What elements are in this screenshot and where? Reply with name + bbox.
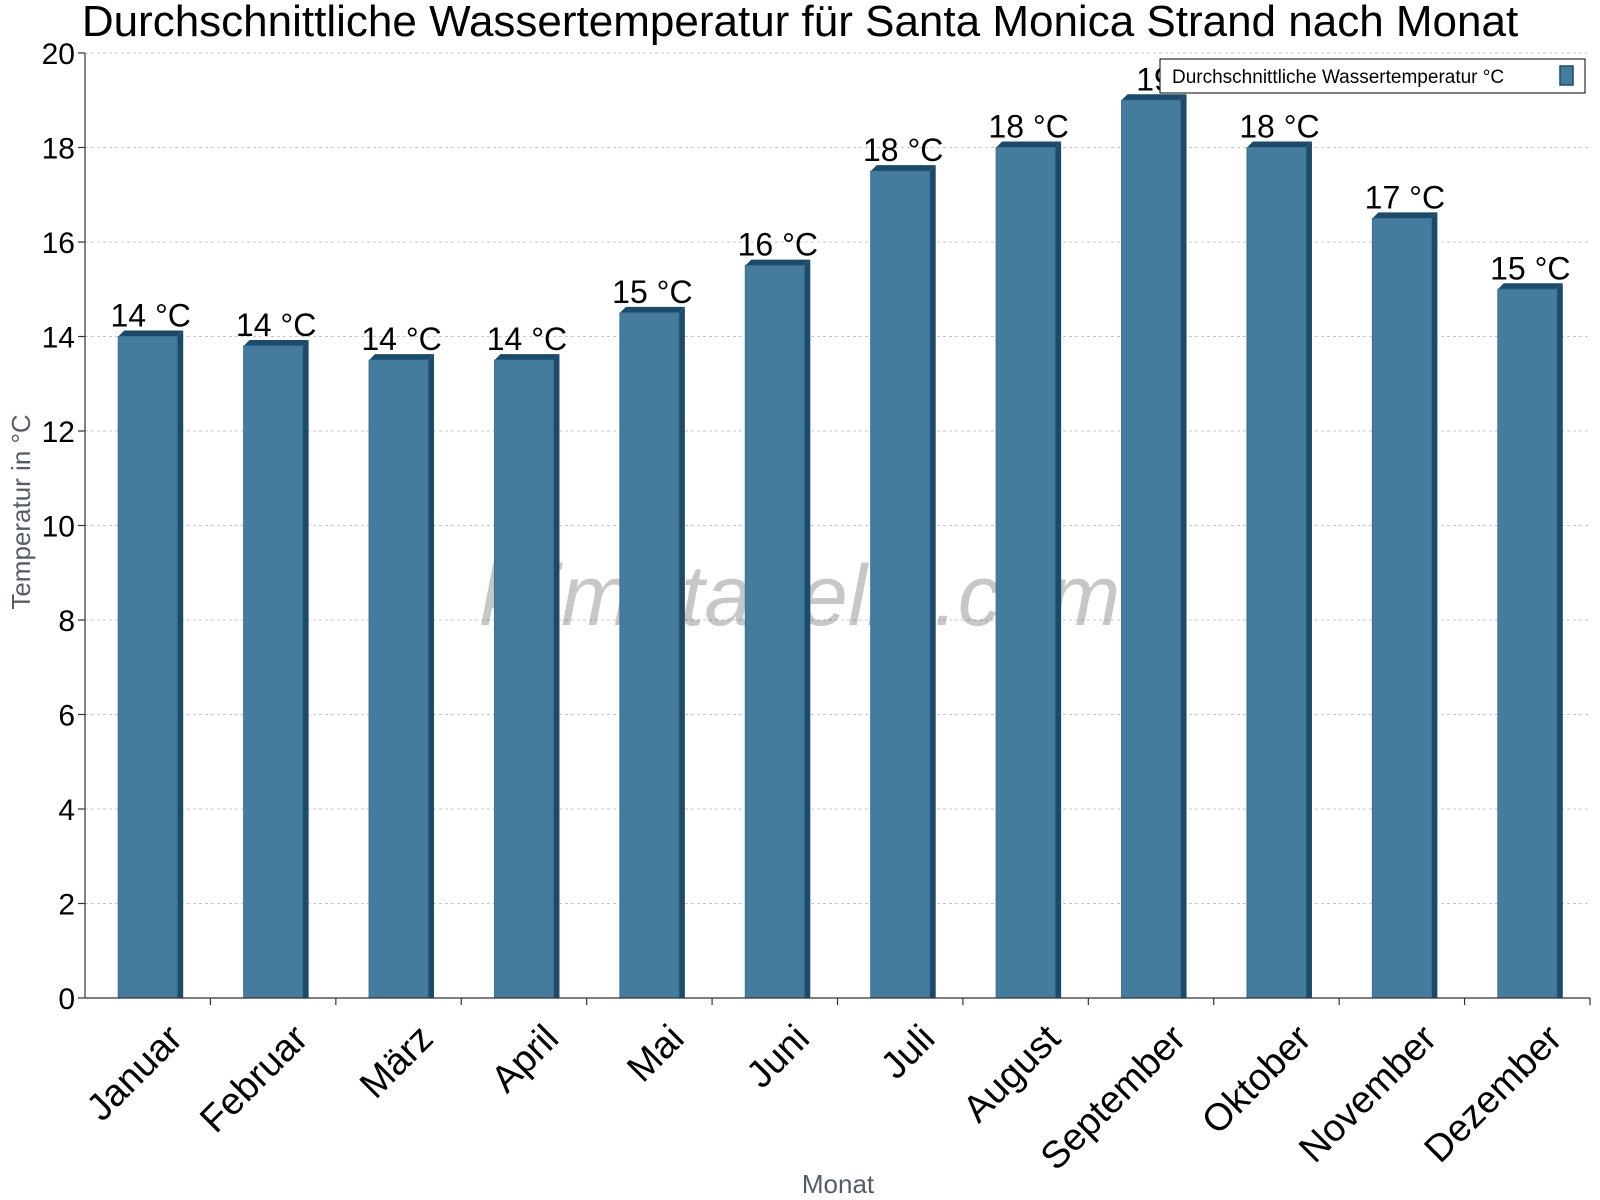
data-label: 14 °C	[236, 307, 316, 343]
legend-box	[1159, 58, 1586, 94]
bar	[243, 345, 304, 999]
x-tick-label: Oktober	[1194, 1017, 1320, 1143]
bar-top	[870, 165, 936, 172]
gridlines	[85, 52, 1590, 904]
bar-side	[1305, 141, 1312, 998]
y-tick-label: 2	[58, 889, 75, 922]
bar	[1246, 147, 1307, 999]
bar-side	[553, 354, 560, 998]
bar	[1497, 288, 1558, 999]
y-tick-label: 8	[58, 605, 75, 638]
bar-side	[1180, 94, 1187, 998]
bar	[870, 170, 931, 999]
x-tick-label: August	[955, 1017, 1069, 1131]
data-label: 14 °C	[487, 321, 567, 357]
bar	[619, 312, 680, 999]
bar	[1371, 217, 1432, 999]
data-label: 14 °C	[111, 298, 191, 334]
bar	[1121, 99, 1182, 999]
y-tick-label: 6	[58, 700, 75, 733]
bars	[117, 94, 1563, 999]
bar-side	[678, 306, 685, 998]
legend-swatch	[1559, 65, 1574, 86]
bar-top	[996, 141, 1062, 148]
bar-top	[369, 354, 435, 361]
bar-top	[243, 339, 309, 346]
bar-side	[1556, 283, 1563, 998]
bar-top	[1246, 141, 1312, 148]
legend: Durchschnittliche Wassertemperatur °C	[1159, 58, 1586, 94]
chart-title: Durchschnittliche Wassertemperatur für S…	[82, 0, 1518, 46]
data-label: 15 °C	[612, 274, 692, 310]
bar	[744, 265, 805, 999]
bar-top	[494, 354, 560, 361]
y-tick-label: 14	[42, 322, 75, 355]
bar-side	[1055, 141, 1062, 998]
x-tick-label: Mai	[619, 1017, 692, 1090]
bar-side	[929, 165, 936, 998]
y-tick-label: 18	[42, 133, 75, 166]
bar-side	[428, 354, 435, 998]
bar-side	[1431, 212, 1438, 998]
bar-top	[118, 330, 184, 337]
bar	[368, 359, 429, 999]
y-axis-title: Temperatur in °C	[6, 414, 36, 609]
x-tick-label: Dezember	[1417, 1017, 1571, 1171]
y-tick-label: 16	[42, 227, 75, 260]
data-label: 17 °C	[1365, 179, 1445, 215]
bar-top	[745, 259, 811, 266]
bar	[493, 359, 554, 999]
bar-top	[1121, 94, 1187, 101]
x-tick-label: Juli	[873, 1017, 943, 1087]
x-tick-label: Januar	[79, 1017, 191, 1129]
data-labels: 14 °C 14 °C 14 °C 14 °C 15 °C 16 °C 18 °C 18 °C…	[111, 61, 1571, 357]
data-label: 15 °C	[1490, 250, 1570, 286]
data-label: 18 °C	[863, 132, 943, 168]
x-tick-label: Juni	[739, 1017, 818, 1096]
bar-top	[619, 306, 685, 313]
data-label: 18 °C	[1239, 109, 1319, 145]
bar	[117, 336, 178, 999]
legend-label: Durchschnittliche Wassertemperatur °C	[1172, 67, 1504, 88]
x-axis-title: Monat	[802, 1169, 875, 1199]
y-tick-label: 0	[58, 983, 75, 1016]
x-tick-label: März	[352, 1017, 441, 1106]
y-tick-label: 10	[42, 511, 75, 544]
data-label: 16 °C	[738, 227, 818, 263]
bar-side	[177, 330, 184, 998]
data-label: 14 °C	[361, 321, 441, 357]
x-tick-label: Februar	[192, 1017, 316, 1141]
y-tick-label: 4	[58, 794, 75, 827]
y-tick-label: 12	[42, 416, 75, 449]
x-tick-label: April	[484, 1017, 567, 1100]
bar-top	[1372, 212, 1438, 219]
y-tick-label: 20	[42, 38, 75, 71]
bar-side	[302, 339, 309, 998]
bar-side	[804, 259, 811, 998]
bar-top	[1497, 283, 1563, 290]
bar	[995, 147, 1056, 999]
data-label: 18 °C	[988, 109, 1068, 145]
